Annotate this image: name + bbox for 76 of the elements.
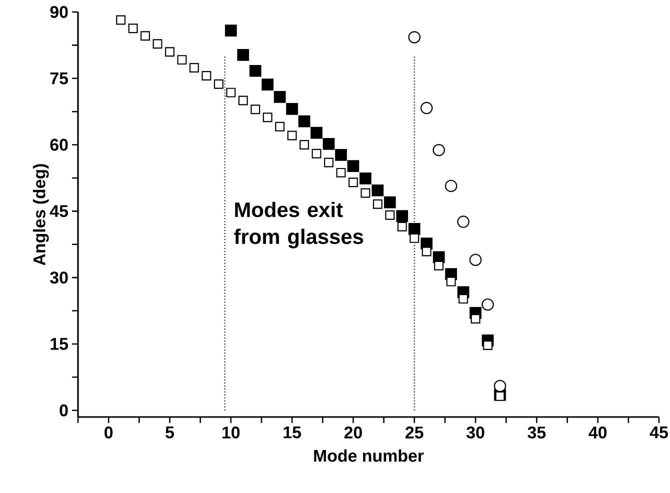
point [262, 78, 274, 91]
point [226, 88, 236, 98]
point [116, 15, 126, 25]
point [372, 184, 384, 196]
point [152, 39, 162, 49]
point [410, 233, 420, 243]
point [360, 172, 372, 184]
point [324, 158, 334, 168]
y-axis-title: Angles (deg) [32, 164, 49, 266]
point [224, 24, 237, 37]
point [310, 126, 322, 139]
point [128, 24, 138, 34]
point [348, 178, 358, 188]
annotation: Modes exit from glasses [234, 202, 364, 248]
x-axis-title: Mode number [314, 449, 424, 462]
point [140, 31, 150, 41]
point [458, 294, 468, 304]
point [397, 222, 407, 232]
point [189, 63, 199, 73]
point [469, 254, 482, 266]
point [336, 168, 346, 178]
point [444, 180, 458, 192]
point [384, 196, 396, 208]
point [202, 71, 212, 80]
x-tick-label: 0 [104, 426, 113, 439]
point [372, 199, 382, 209]
point [165, 47, 174, 57]
x-tick-label: 5 [166, 426, 174, 438]
point [237, 49, 250, 61]
point [408, 222, 420, 235]
point [470, 314, 480, 324]
point [457, 216, 470, 228]
y-tick-label: 0 [60, 404, 68, 416]
point [286, 103, 298, 115]
x-tick-label: 25 [406, 426, 424, 439]
point [420, 102, 433, 114]
point [446, 276, 456, 286]
point [482, 298, 494, 311]
point [360, 188, 370, 198]
point [262, 112, 272, 122]
y-tick-label: 75 [50, 72, 68, 84]
point [238, 96, 248, 106]
x-tick-label: 35 [528, 426, 546, 439]
x-tick-label: 45 [650, 426, 668, 438]
point [287, 130, 297, 140]
x-tick-label: 40 [588, 426, 607, 439]
point [274, 91, 286, 103]
y-tick-label: 60 [50, 138, 68, 151]
point [408, 31, 420, 44]
point [298, 115, 310, 128]
x-tick-label: 20 [344, 426, 362, 439]
x-tick-label: 10 [222, 426, 240, 439]
point [347, 160, 360, 172]
point [483, 340, 492, 350]
x-tick-label: 15 [284, 426, 302, 438]
point [434, 260, 444, 270]
point [385, 210, 395, 220]
point [494, 380, 506, 392]
y-tick-label: 15 [50, 338, 68, 350]
point [250, 104, 260, 114]
point [249, 64, 262, 77]
point [177, 55, 187, 65]
point [422, 246, 432, 256]
point [495, 391, 505, 401]
point [214, 79, 224, 89]
point [300, 140, 310, 150]
point [275, 122, 285, 132]
point [432, 144, 445, 156]
y-tick-label: 45 [50, 205, 68, 218]
point [322, 138, 335, 150]
y-tick-label: 90 [50, 6, 68, 18]
point [335, 149, 347, 161]
point [312, 148, 322, 158]
y-tick-label: 30 [50, 272, 68, 284]
x-tick-label: 30 [466, 426, 484, 439]
point [396, 210, 408, 222]
